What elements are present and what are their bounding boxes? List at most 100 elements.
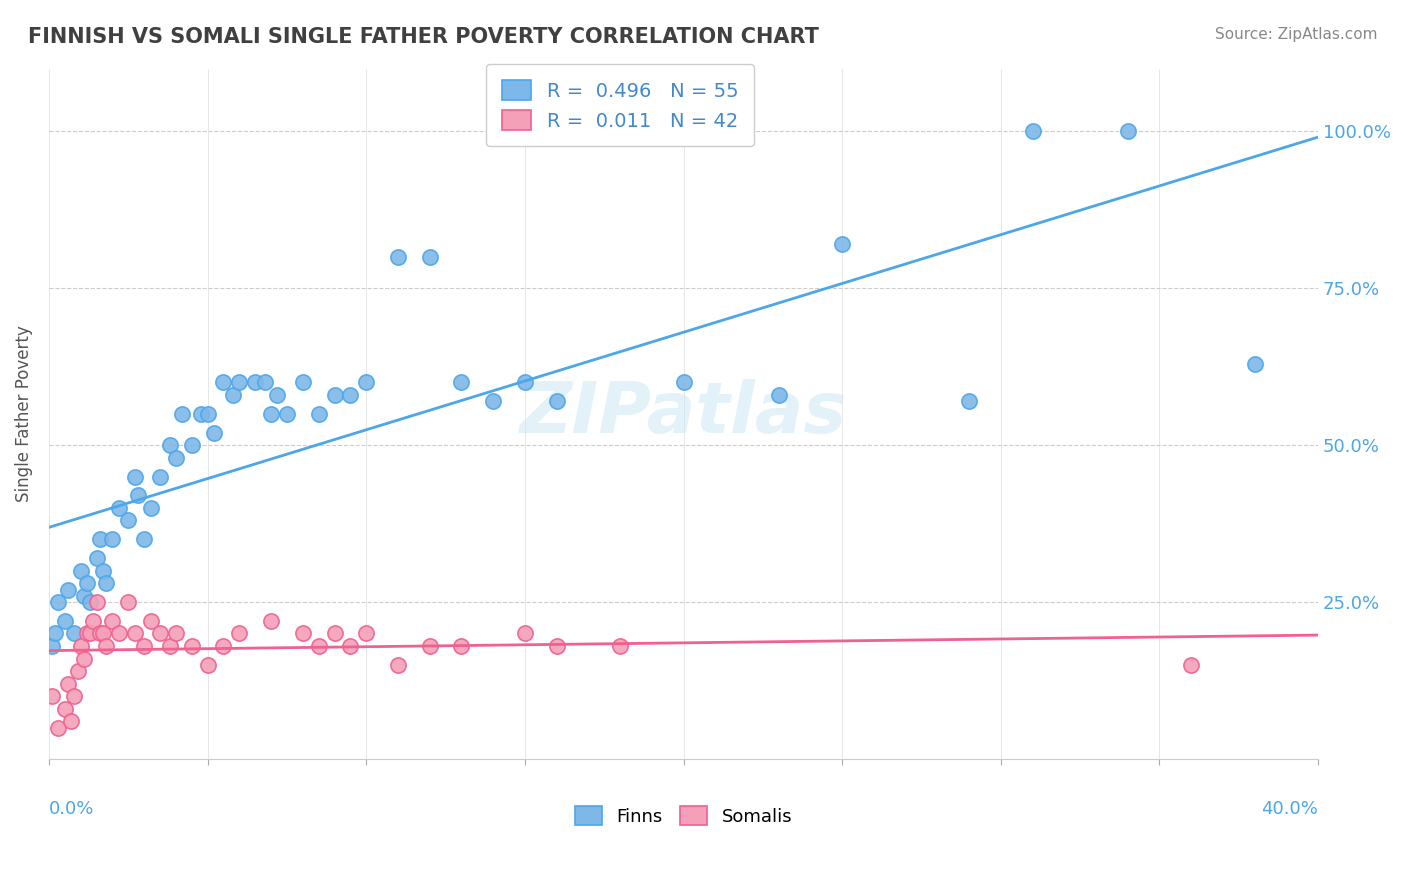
Point bbox=[53, 614, 76, 628]
Point bbox=[513, 626, 536, 640]
Point bbox=[76, 626, 98, 640]
Point bbox=[69, 564, 91, 578]
Point bbox=[1180, 657, 1202, 672]
Point bbox=[159, 438, 181, 452]
Point bbox=[107, 500, 129, 515]
Point bbox=[356, 376, 378, 390]
Point bbox=[672, 376, 695, 390]
Point bbox=[69, 639, 91, 653]
Point bbox=[79, 595, 101, 609]
Point bbox=[450, 639, 472, 653]
Point bbox=[212, 376, 235, 390]
Point bbox=[387, 250, 409, 264]
Point bbox=[308, 407, 330, 421]
Point bbox=[159, 639, 181, 653]
Point bbox=[73, 651, 96, 665]
Point bbox=[165, 626, 187, 640]
Point bbox=[546, 394, 568, 409]
Point bbox=[91, 626, 114, 640]
Point bbox=[513, 376, 536, 390]
Point bbox=[276, 407, 298, 421]
Point bbox=[323, 388, 346, 402]
Point bbox=[53, 702, 76, 716]
Point bbox=[308, 639, 330, 653]
Point bbox=[222, 388, 245, 402]
Point bbox=[291, 626, 314, 640]
Point bbox=[41, 690, 63, 704]
Point bbox=[1116, 124, 1139, 138]
Point bbox=[56, 676, 79, 690]
Point bbox=[339, 388, 361, 402]
Point bbox=[1021, 124, 1043, 138]
Text: 40.0%: 40.0% bbox=[1261, 800, 1319, 819]
Point bbox=[197, 657, 219, 672]
Point bbox=[117, 513, 139, 527]
Point bbox=[149, 469, 172, 483]
Point bbox=[197, 407, 219, 421]
Point bbox=[94, 576, 117, 591]
Point bbox=[63, 626, 86, 640]
Point bbox=[253, 376, 276, 390]
Point bbox=[609, 639, 631, 653]
Point bbox=[56, 582, 79, 597]
Point bbox=[76, 576, 98, 591]
Point bbox=[768, 388, 790, 402]
Y-axis label: Single Father Poverty: Single Father Poverty bbox=[15, 326, 32, 502]
Point bbox=[117, 595, 139, 609]
Point bbox=[134, 533, 156, 547]
Point bbox=[139, 614, 162, 628]
Point bbox=[180, 438, 202, 452]
Point bbox=[356, 626, 378, 640]
Text: ZIPatlas: ZIPatlas bbox=[520, 379, 848, 449]
Point bbox=[831, 237, 853, 252]
Point bbox=[228, 376, 250, 390]
Point bbox=[387, 657, 409, 672]
Text: Source: ZipAtlas.com: Source: ZipAtlas.com bbox=[1215, 27, 1378, 42]
Point bbox=[89, 533, 111, 547]
Point bbox=[172, 407, 194, 421]
Point bbox=[82, 614, 104, 628]
Point bbox=[190, 407, 212, 421]
Point bbox=[139, 500, 162, 515]
Point bbox=[124, 469, 146, 483]
Point bbox=[1243, 357, 1265, 371]
Point bbox=[73, 589, 96, 603]
Legend: Finns, Somalis: Finns, Somalis bbox=[568, 799, 800, 833]
Point bbox=[266, 388, 288, 402]
Point bbox=[63, 690, 86, 704]
Point bbox=[124, 626, 146, 640]
Point bbox=[419, 250, 441, 264]
Point bbox=[41, 639, 63, 653]
Point bbox=[60, 714, 83, 729]
Point bbox=[419, 639, 441, 653]
Point bbox=[339, 639, 361, 653]
Point bbox=[957, 394, 980, 409]
Point bbox=[260, 614, 283, 628]
Point bbox=[66, 664, 89, 678]
Point bbox=[79, 626, 101, 640]
Point bbox=[245, 376, 267, 390]
Point bbox=[86, 595, 108, 609]
Point bbox=[44, 626, 66, 640]
Point bbox=[482, 394, 505, 409]
Point bbox=[450, 376, 472, 390]
Point bbox=[149, 626, 172, 640]
Point bbox=[212, 639, 235, 653]
Point bbox=[546, 639, 568, 653]
Point bbox=[101, 533, 124, 547]
Point bbox=[48, 721, 70, 735]
Point bbox=[165, 450, 187, 465]
Point bbox=[260, 407, 283, 421]
Point bbox=[86, 551, 108, 566]
Point bbox=[94, 639, 117, 653]
Point bbox=[101, 614, 124, 628]
Point bbox=[127, 488, 149, 502]
Point bbox=[107, 626, 129, 640]
Point bbox=[134, 639, 156, 653]
Point bbox=[180, 639, 202, 653]
Point bbox=[323, 626, 346, 640]
Point bbox=[89, 626, 111, 640]
Point bbox=[291, 376, 314, 390]
Point bbox=[91, 564, 114, 578]
Point bbox=[228, 626, 250, 640]
